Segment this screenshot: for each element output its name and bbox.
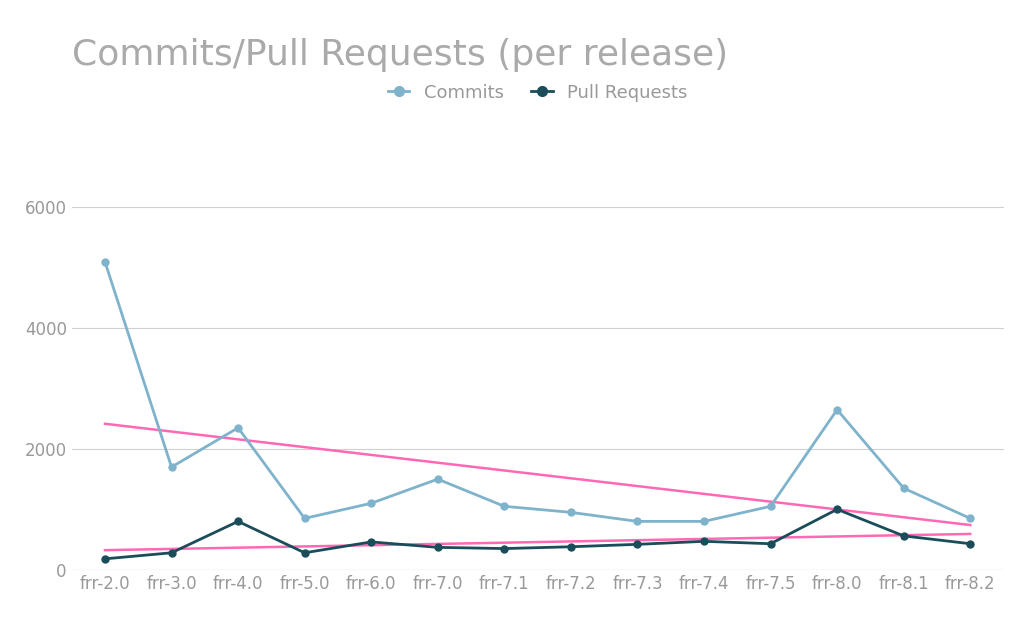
- Legend: Commits, Pull Requests: Commits, Pull Requests: [381, 77, 694, 109]
- Pull Requests: [299, 549, 311, 556]
- Commits: [365, 499, 377, 507]
- Commits: [697, 518, 710, 525]
- Pull Requests: [631, 541, 643, 548]
- Pull Requests: [964, 540, 976, 548]
- Commits: [897, 484, 909, 492]
- Commits: [231, 424, 244, 432]
- Pull Requests: [231, 518, 244, 525]
- Pull Requests: [697, 537, 710, 545]
- Pull Requests: [165, 549, 178, 556]
- Pull Requests: [365, 538, 377, 546]
- Pull Requests: [764, 540, 776, 548]
- Commits: [631, 518, 643, 525]
- Pull Requests: [498, 545, 510, 553]
- Pull Requests: [564, 543, 577, 551]
- Commits: [98, 258, 112, 266]
- Commits: [165, 463, 178, 471]
- Line: Pull Requests: Pull Requests: [101, 506, 974, 562]
- Pull Requests: [830, 506, 843, 513]
- Pull Requests: [897, 532, 909, 540]
- Commits: [764, 503, 776, 510]
- Text: Commits/Pull Requests (per release): Commits/Pull Requests (per release): [72, 38, 728, 72]
- Pull Requests: [432, 544, 444, 551]
- Commits: [830, 406, 843, 413]
- Pull Requests: [98, 555, 112, 563]
- Commits: [964, 515, 976, 522]
- Commits: [432, 475, 444, 483]
- Commits: [564, 508, 577, 516]
- Line: Commits: Commits: [101, 258, 974, 525]
- Commits: [498, 503, 510, 510]
- Commits: [299, 515, 311, 522]
